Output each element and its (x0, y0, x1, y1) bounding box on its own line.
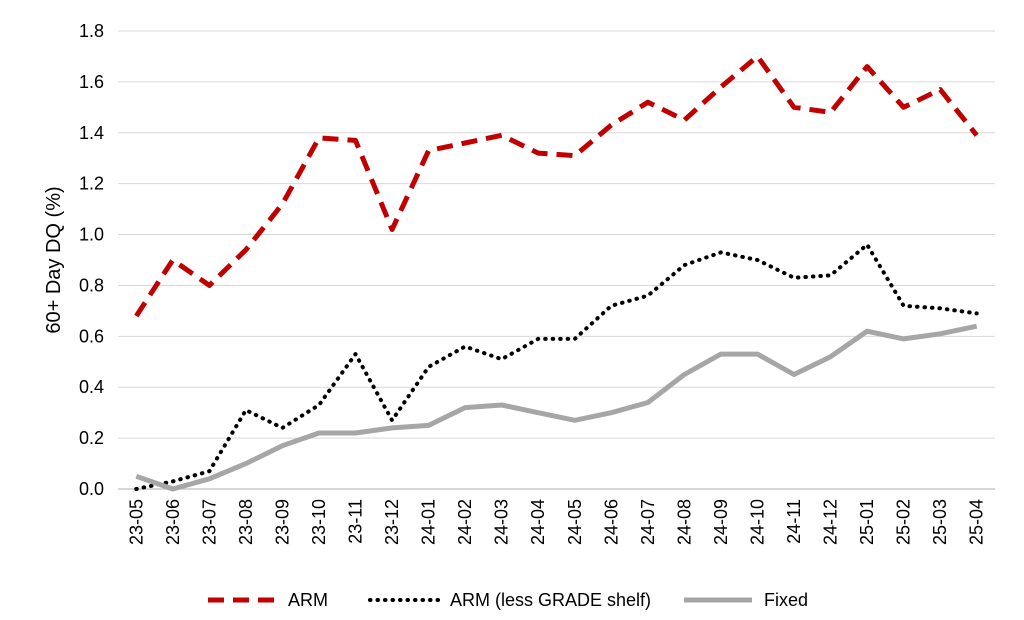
series-line-1 (134, 53, 979, 318)
y-tick-label: 0.0 (79, 479, 104, 499)
y-tick-label: 1.4 (79, 123, 104, 143)
x-tick-label: 23-05 (126, 499, 146, 545)
y-axis-ticks: 0.0 0.2 0.4 0.6 0.8 1.0 1.2 1.4 1.6 1.8 (79, 21, 104, 499)
y-tick-label: 1.2 (79, 174, 104, 194)
x-axis-ticks: 23-05 23-06 23-07 23-08 23-09 23-10 23-11 23-12… (126, 499, 986, 545)
x-tick-label: 24-01 (419, 499, 439, 545)
x-tick-label: 24-07 (638, 499, 658, 545)
x-tick-label: 24-08 (674, 499, 694, 545)
y-tick-label: 1.0 (79, 225, 104, 245)
series-line-2 (134, 242, 979, 491)
x-tick-label: 24-06 (601, 499, 621, 545)
x-tick-label: 24-09 (711, 499, 731, 545)
x-tick-label: 23-11 (346, 499, 366, 544)
x-tick-label: 25-01 (857, 499, 877, 545)
x-tick-label: 24-02 (455, 499, 475, 545)
series-line-3 (135, 323, 978, 492)
x-tick-label: 23-06 (163, 499, 183, 545)
x-tick-label: 25-04 (967, 499, 987, 545)
legend-label-2: ARM (less GRADE shelf) (450, 590, 651, 610)
gridlines (118, 30, 995, 439)
x-tick-label: 24-10 (747, 499, 767, 545)
y-tick-label: 1.6 (79, 72, 104, 92)
y-tick-label: 0.2 (79, 428, 104, 448)
x-tick-label: 24-03 (492, 499, 512, 545)
x-tick-label: 24-04 (528, 499, 548, 545)
x-tick-label: 23-09 (272, 499, 292, 545)
x-tick-label: 24-05 (565, 499, 585, 545)
x-tick-label: 25-02 (894, 499, 914, 545)
x-tick-label: 23-10 (309, 499, 329, 545)
x-tick-label: 24-12 (821, 499, 841, 545)
x-tick-label: 23-12 (382, 499, 402, 545)
y-tick-label: 0.4 (79, 377, 104, 397)
y-tick-label: 1.8 (79, 21, 104, 41)
x-tick-label: 23-08 (236, 499, 256, 545)
y-axis-label: 60+ Day DQ (%) (43, 186, 65, 333)
x-tick-label: 23-07 (199, 499, 219, 545)
series-lines (134, 53, 979, 492)
x-tick-label: 24-11 (784, 499, 804, 544)
y-tick-label: 0.8 (79, 275, 104, 295)
legend-label-1: ARM (288, 590, 328, 610)
legend-label-3: Fixed (764, 590, 808, 610)
y-tick-label: 0.6 (79, 326, 104, 346)
legend: ARM ARM (less GRADE shelf) Fixed (208, 590, 808, 610)
x-tick-label: 25-03 (930, 499, 950, 545)
